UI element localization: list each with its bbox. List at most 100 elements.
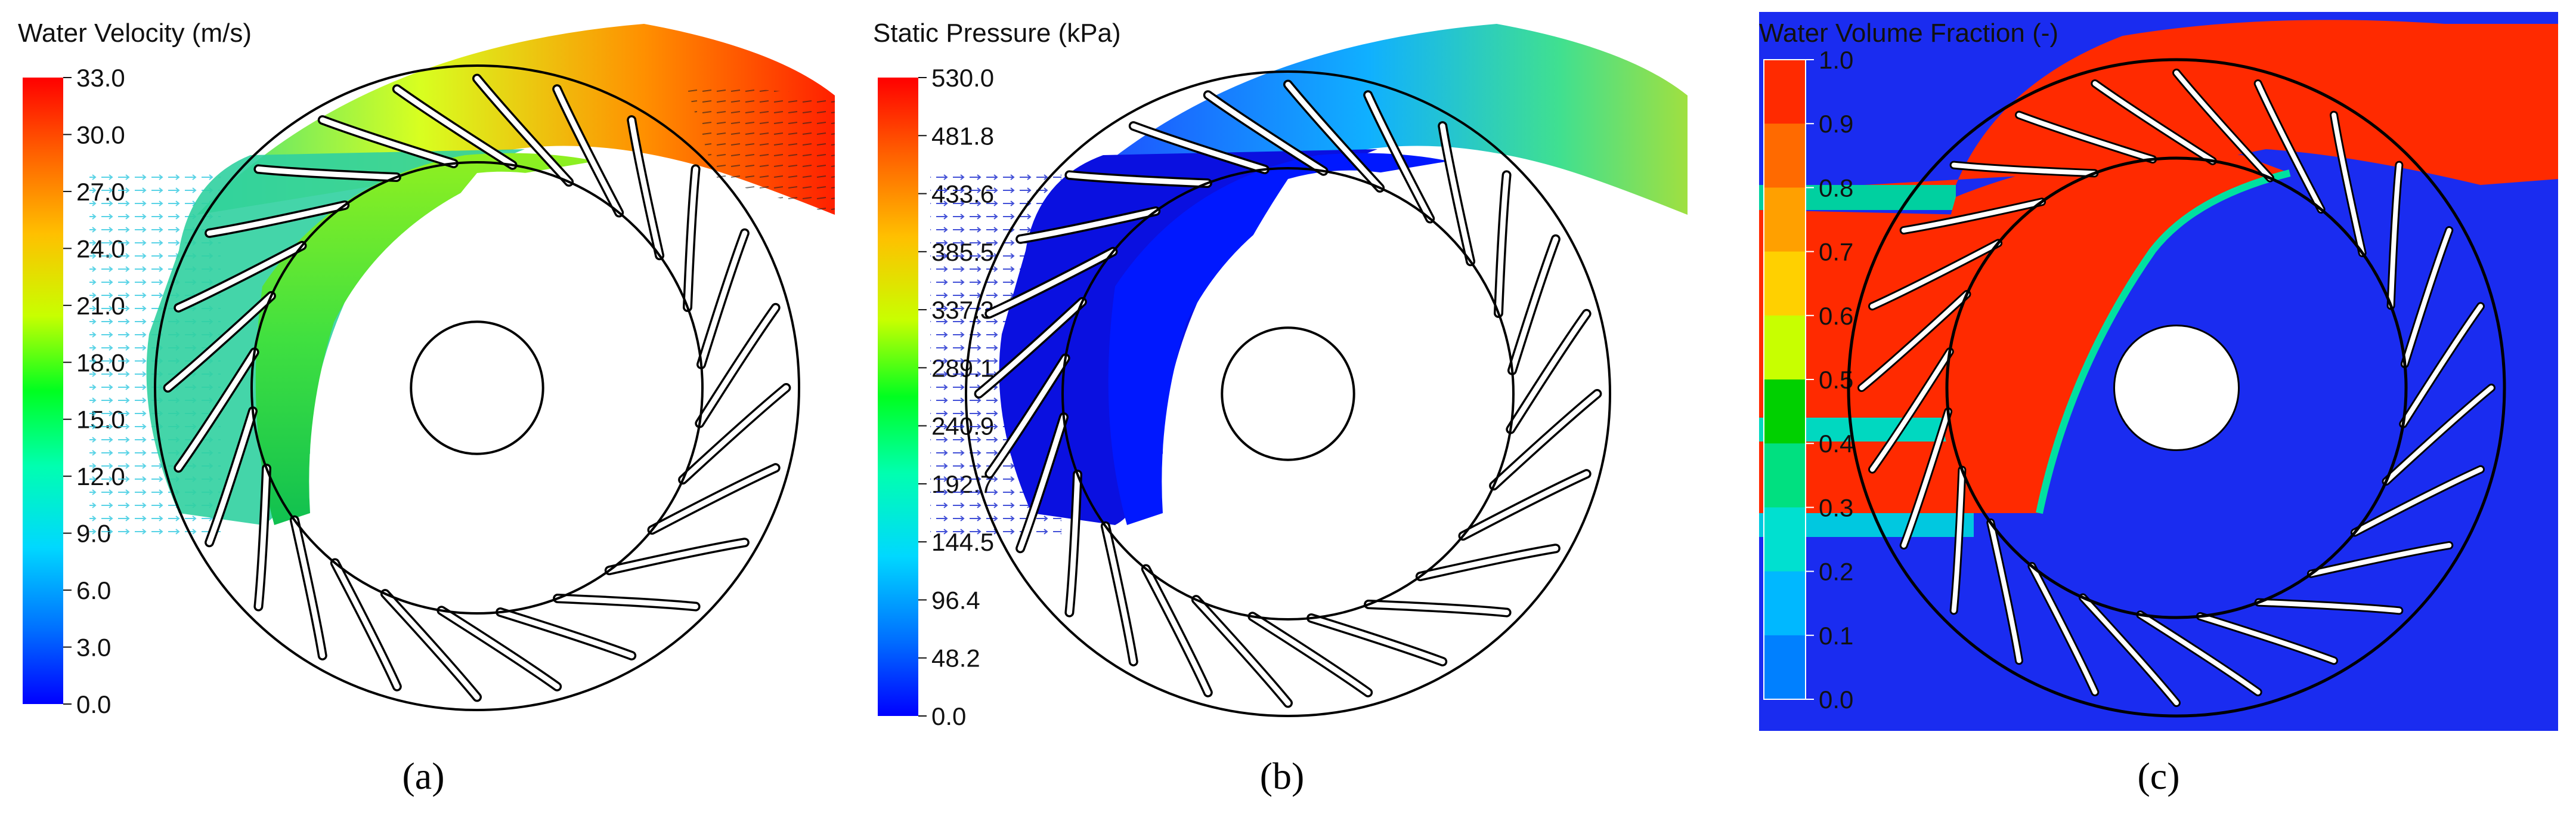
runner-blade <box>2332 112 2365 256</box>
legend-tick-label: 30.0 <box>76 121 125 149</box>
runner-blade <box>2352 467 2483 535</box>
turbine-pressure-contour <box>930 24 1688 624</box>
legend-colorbar <box>878 78 918 716</box>
legend-tick-label: 6.0 <box>76 576 111 604</box>
legend-tick-label: 0.2 <box>1819 558 1853 586</box>
caption-c: (c) <box>2137 755 2179 797</box>
runner-inner-ring <box>1061 167 1515 621</box>
runner-c <box>1847 58 2506 718</box>
runner-blade <box>698 230 748 368</box>
runner-blade <box>206 408 256 545</box>
runner-blade <box>1066 172 1210 186</box>
runner-blade <box>976 299 1085 397</box>
runner-blade <box>1131 123 1268 172</box>
legend-band <box>1764 124 1806 189</box>
runner-blade <box>606 539 748 573</box>
legend-tick-label: 0.8 <box>1819 174 1853 202</box>
runner-blade <box>175 349 258 471</box>
runner-blade <box>2402 228 2452 367</box>
runner-blade <box>175 243 305 311</box>
runner-blade <box>986 249 1116 317</box>
runner-outer-ring <box>154 64 800 711</box>
legend-band <box>1764 315 1806 380</box>
runner-hub <box>1221 326 1355 461</box>
runner-blade <box>2401 304 2483 427</box>
runner-outer-ring <box>965 70 1611 717</box>
runner-blade <box>1870 349 1952 472</box>
legend-tick-label: 0.9 <box>1819 110 1853 138</box>
runner-blade <box>696 305 779 427</box>
legend-tick-label: 0.6 <box>1819 302 1853 330</box>
runner-blade <box>1988 520 2021 663</box>
runner-blade <box>1365 92 1433 221</box>
legend-band <box>1764 443 1806 508</box>
runner-blade <box>320 117 457 166</box>
legend-band <box>1764 60 1806 125</box>
runner-blade <box>1859 292 1970 390</box>
legend-band <box>1764 635 1806 700</box>
runner-blade <box>1066 471 1080 616</box>
runner-blade <box>1870 240 2001 309</box>
runner-blade <box>1017 208 1159 242</box>
runner-blade <box>628 117 662 258</box>
runner-blade <box>1308 615 1445 665</box>
legend-band <box>1764 507 1806 572</box>
legend-tick-label: 530.0 <box>931 64 994 92</box>
runner-blade <box>2388 162 2402 308</box>
legend-tick-label: 33.0 <box>76 64 125 92</box>
runner-blade <box>649 465 779 533</box>
legend-band <box>1764 187 1806 252</box>
legend-band <box>1764 251 1806 316</box>
runner-blade <box>1417 545 1559 579</box>
runner-inner-ring <box>1945 156 2408 619</box>
caption-a: (a) <box>402 755 444 797</box>
runner-blade <box>1951 467 1965 613</box>
runner-blade <box>986 355 1069 477</box>
legend-tick-label: 48.2 <box>931 644 980 672</box>
legend-tick-label: 1.0 <box>1819 46 1853 74</box>
legend-title: Water Volume Fraction (-) <box>1759 18 2058 48</box>
runner-outer-ring <box>1847 58 2506 718</box>
runner-blade <box>394 86 516 168</box>
runner-blade <box>1205 92 1327 174</box>
runner-blade <box>685 166 699 310</box>
runner-blade <box>2383 385 2494 484</box>
legend-colorbar <box>23 78 63 704</box>
runner-blade <box>1193 597 1291 706</box>
runner-blade <box>2080 595 2179 705</box>
runner-blade <box>2174 70 2272 181</box>
runner-hub <box>410 320 544 455</box>
runner-blade <box>1491 391 1600 489</box>
runner-blade <box>1285 82 1383 191</box>
legend-tick-label: 0.4 <box>1819 430 1853 458</box>
legend-tick-label: 0.0 <box>931 702 966 730</box>
legend-tick-label: 0.0 <box>1819 686 1853 714</box>
runner-blade <box>255 465 270 610</box>
runner-blade <box>1439 123 1473 264</box>
runner-blade <box>332 560 400 690</box>
runner-blade <box>1951 162 2097 176</box>
legend-title: Water Velocity (m/s) <box>18 18 252 48</box>
runner-blade <box>2029 563 2098 694</box>
runner-hub <box>2113 325 2240 451</box>
runner-blade <box>2197 613 2336 663</box>
runner-blade <box>554 86 622 215</box>
runner-blade <box>382 591 480 700</box>
panel-c-volume-fraction: Water Volume Fraction (-)1.0 0.9 0.8 0.7 0.6… <box>1759 12 2558 731</box>
runner-blade <box>206 202 348 236</box>
legend-c: Water Volume Fraction (-)1.0 0.9 0.8 0.7 0.6… <box>1759 18 2058 714</box>
runner-blade <box>1901 409 1951 548</box>
runner-blade <box>2256 600 2402 613</box>
legend-tick-label: 3.0 <box>76 634 111 662</box>
dry-runner-region <box>1163 170 1577 624</box>
runner-blade <box>1509 236 1559 373</box>
panel-b-pressure: Static Pressure (kPa)530.0481.8433.6385.… <box>873 18 1688 730</box>
legend-band <box>1764 571 1806 636</box>
runner-blade <box>680 385 789 483</box>
runner-blade <box>497 609 634 659</box>
legend-tick-label: 0.1 <box>1819 622 1853 650</box>
legend-band <box>1764 379 1806 445</box>
runner-blade <box>2017 112 2156 162</box>
runner-blade <box>1460 471 1590 539</box>
